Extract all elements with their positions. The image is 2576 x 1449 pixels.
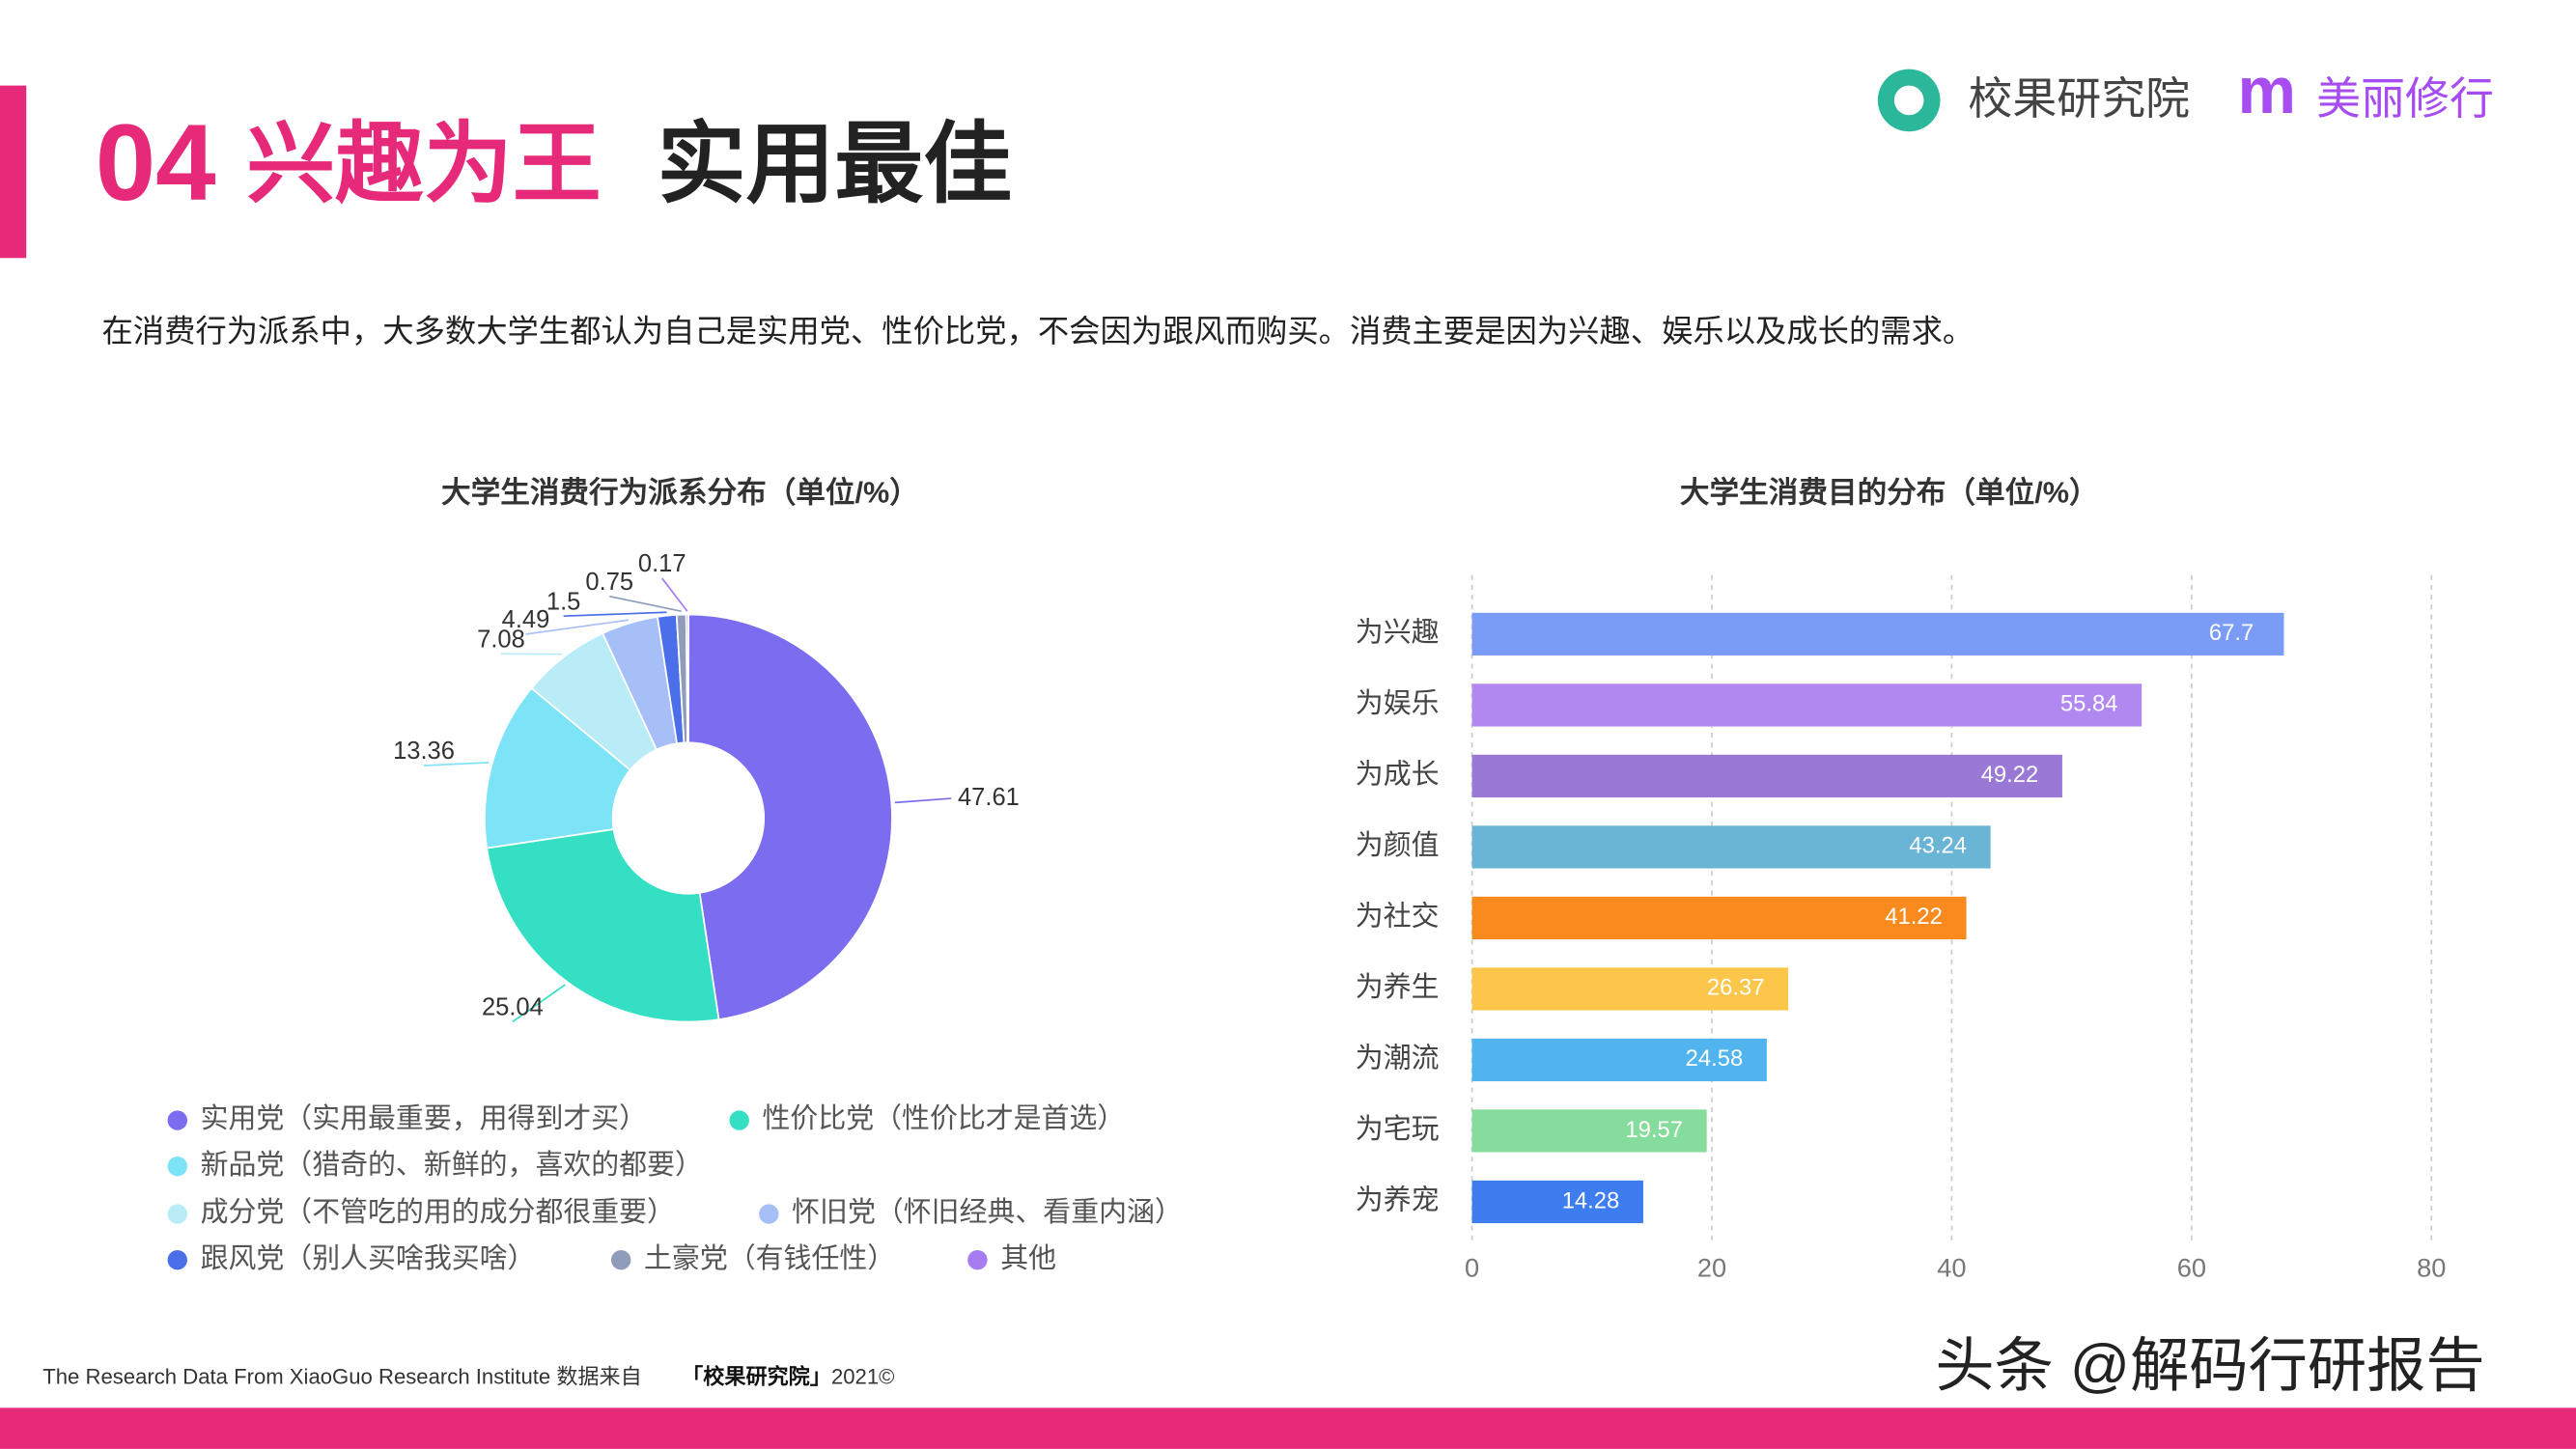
section-number: 04	[96, 101, 216, 223]
legend-label: 怀旧党（怀旧经典、看重内涵）	[792, 1197, 1183, 1228]
legend-marker	[167, 1249, 187, 1270]
legend-label: 性价比党（性价比才是首选）	[763, 1103, 1126, 1134]
y-tick-label: 为兴趣	[1356, 618, 1440, 649]
pie-slice	[687, 613, 893, 1021]
data-label: 43.24	[1909, 833, 1967, 859]
y-tick-label: 为潮流	[1356, 1044, 1440, 1074]
description: 在消费行为派系中，大多数大学生都认为自己是实用党、性价比党，不会因为跟风而购买。…	[101, 314, 1974, 348]
leader-line	[609, 595, 682, 613]
x-tick-label: 20	[1697, 1253, 1726, 1283]
data-label: 24.58	[1686, 1045, 1744, 1072]
legend-label: 其他	[1000, 1243, 1056, 1274]
bar	[1471, 967, 1789, 1011]
bar	[1471, 1038, 1767, 1082]
y-tick-label: 为成长	[1356, 760, 1440, 791]
x-tick-label: 80	[2417, 1253, 2446, 1283]
legend-label: 跟风党（别人买啥我买啥）	[201, 1243, 536, 1274]
data-label: 25.04	[482, 994, 544, 1021]
logo-partner: 美丽修行	[2316, 73, 2494, 124]
logo-m: m	[2237, 54, 2296, 127]
x-tick-label: 40	[1937, 1253, 1966, 1283]
y-tick-label: 为养宠	[1356, 1185, 1440, 1216]
data-label: 7.08	[477, 626, 525, 653]
leader-line	[661, 577, 688, 612]
y-tick-label: 为养生	[1356, 972, 1440, 1003]
data-label: 4.49	[502, 606, 550, 633]
x-tick-label: 60	[2177, 1253, 2206, 1283]
title-rest: 实用最佳	[658, 115, 1013, 213]
footer-bar	[0, 1407, 2576, 1449]
footer-year: 2021©	[831, 1365, 894, 1389]
leader-line	[525, 619, 630, 635]
legend-label: 实用党（实用最重要，用得到才买）	[201, 1103, 648, 1134]
pie-slice	[685, 613, 689, 744]
data-label: 0.75	[585, 569, 633, 596]
data-label: 14.28	[1562, 1187, 1620, 1213]
chart-title: 大学生消费行为派系分布（单位/%）	[441, 475, 919, 509]
data-label: 47.61	[958, 784, 1020, 811]
legend-label: 成分党（不管吃的用的成分都很重要）	[201, 1197, 675, 1228]
legend-marker	[729, 1110, 749, 1130]
legend-marker	[759, 1204, 779, 1224]
footer-source-name: 「校果研究院」	[682, 1365, 831, 1389]
data-label: 0.17	[638, 550, 686, 577]
data-label: 67.7	[2209, 620, 2254, 646]
accent-bar	[0, 85, 27, 259]
logo-name: 校果研究院	[1968, 73, 2190, 124]
bar	[1471, 683, 2142, 727]
pie-slice	[484, 686, 631, 850]
x-tick-label: 0	[1465, 1253, 1479, 1283]
bar	[1471, 754, 2062, 798]
legend-marker	[967, 1249, 988, 1270]
data-label: 1.5	[546, 588, 580, 615]
data-label: 55.84	[2060, 691, 2118, 717]
data-label: 41.22	[1885, 904, 1943, 930]
legend-marker	[167, 1204, 187, 1224]
data-label: 19.57	[1625, 1117, 1683, 1143]
title-highlight: 兴趣为王	[246, 115, 602, 213]
bar	[1471, 825, 1991, 869]
y-tick-label: 为宅玩	[1356, 1114, 1440, 1145]
legend-marker	[167, 1110, 187, 1130]
y-tick-label: 为娱乐	[1356, 688, 1440, 719]
footer-source: The Research Data From XiaoGuo Research …	[42, 1365, 642, 1389]
chart-title: 大学生消费目的分布（单位/%）	[1680, 475, 2099, 509]
logo-icon-inner	[1893, 85, 1924, 116]
y-tick-label: 为社交	[1356, 902, 1440, 933]
y-tick-label: 为颜值	[1356, 830, 1440, 861]
bar	[1471, 1109, 1707, 1153]
leader-line	[512, 984, 567, 1023]
bar	[1471, 896, 1967, 940]
data-label: 26.37	[1707, 975, 1765, 1001]
credit: 头条 @解码行研报告	[1935, 1332, 2484, 1398]
bar	[1471, 612, 2284, 656]
legend-marker	[610, 1249, 631, 1270]
pie-slice	[486, 828, 720, 1023]
legend-label: 土豪党（有钱任性）	[644, 1243, 895, 1274]
bar	[1471, 1180, 1643, 1224]
data-label: 13.36	[393, 738, 455, 765]
leader-line	[563, 611, 667, 618]
leader-line	[423, 762, 490, 766]
leader-line	[894, 797, 952, 804]
data-label: 49.22	[1981, 762, 2039, 788]
legend-marker	[167, 1156, 187, 1177]
legend-label: 新品党（猎奇的、新鲜的，喜欢的都要）	[201, 1150, 703, 1181]
